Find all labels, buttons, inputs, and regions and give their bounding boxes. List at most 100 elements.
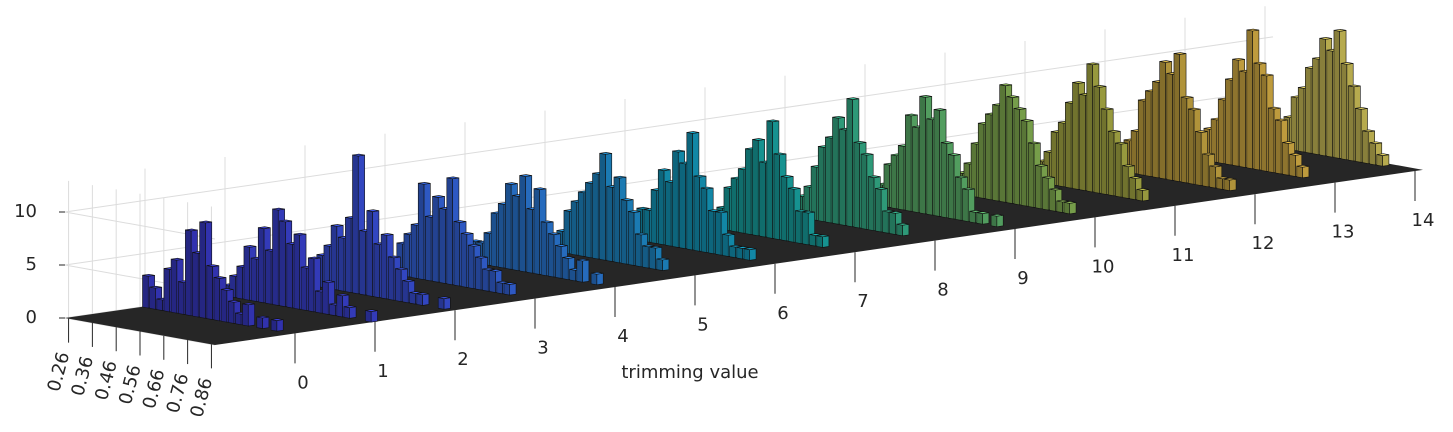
bar-side — [990, 214, 998, 228]
bar — [1376, 153, 1390, 167]
bar — [816, 234, 830, 248]
bar-top — [322, 280, 335, 283]
bar-side — [220, 288, 228, 323]
bar-top — [272, 207, 285, 211]
bar-side — [1362, 130, 1369, 164]
bar-top — [548, 232, 561, 235]
bar-side — [846, 98, 853, 228]
grid-line — [64, 36, 1274, 213]
bar-top — [781, 175, 794, 178]
bar-front — [996, 214, 1004, 228]
bar-side — [743, 248, 750, 261]
bar-side — [882, 210, 889, 234]
bar-top — [366, 209, 379, 212]
bar-top — [729, 244, 742, 248]
bar-side — [1296, 165, 1303, 179]
bar-front — [1142, 189, 1150, 202]
bar-side — [1275, 119, 1282, 175]
bar-side — [505, 183, 512, 270]
bar — [270, 318, 284, 332]
bar-top — [1376, 153, 1389, 156]
bar-top — [519, 174, 532, 177]
bar-side — [649, 246, 656, 270]
bar-side — [1129, 177, 1136, 201]
bar — [656, 257, 670, 271]
x-tick-label: 4 — [617, 326, 628, 347]
bar-top — [941, 141, 954, 144]
bar-side — [490, 212, 498, 268]
bar-top — [1216, 176, 1229, 180]
bar — [256, 315, 270, 329]
bar-top — [388, 255, 401, 259]
bar-top — [715, 210, 728, 214]
bar-front — [276, 319, 284, 332]
bar-top — [743, 247, 757, 250]
bar-side — [365, 310, 372, 323]
bar-side — [1100, 108, 1108, 195]
bar-side — [1152, 81, 1159, 179]
bar-side — [679, 162, 686, 250]
bar-top — [636, 206, 649, 210]
bar-top — [1108, 129, 1121, 133]
bar-side — [759, 161, 766, 238]
bar-side — [177, 281, 185, 315]
bar-side — [199, 221, 206, 319]
bar-side — [410, 223, 418, 279]
bar-side — [620, 199, 628, 265]
bar-side — [265, 249, 272, 305]
bar-side — [482, 268, 489, 292]
bar-top — [438, 296, 451, 299]
bar-side — [286, 243, 293, 309]
bar — [896, 222, 910, 237]
bar-side — [519, 175, 526, 273]
bar-top — [1341, 62, 1354, 65]
bar-top — [1188, 107, 1201, 111]
bar-side — [590, 272, 598, 286]
bar-top — [1289, 153, 1302, 156]
bar-side — [947, 154, 955, 220]
bar-top — [969, 210, 982, 213]
bar-side — [1202, 153, 1209, 188]
bar-side — [1297, 87, 1305, 153]
bar-side — [272, 208, 279, 306]
bar — [1136, 188, 1150, 202]
bar-side — [985, 113, 992, 201]
bar — [590, 271, 604, 286]
bar-side — [686, 132, 693, 251]
z-tick-label: 0 — [26, 307, 37, 328]
bar-side — [962, 188, 969, 222]
bar-side — [1305, 67, 1312, 154]
bar-side — [992, 104, 999, 202]
bar — [242, 302, 255, 327]
bar-top — [1021, 119, 1034, 122]
x-tick-label: 1 — [377, 361, 388, 382]
bar-side — [665, 181, 672, 247]
bar-side — [425, 215, 432, 282]
bar-side — [736, 247, 743, 260]
bar-side — [585, 182, 592, 259]
bar-side — [700, 187, 708, 253]
bar-side — [1056, 200, 1063, 213]
bar-side — [293, 233, 300, 310]
bar-top — [1362, 129, 1375, 133]
bar-side — [402, 280, 409, 304]
bar-front — [582, 259, 590, 283]
bar-front — [247, 303, 255, 327]
bar-top — [1209, 164, 1222, 168]
bar — [1296, 164, 1310, 179]
bar-top — [1275, 118, 1288, 122]
bar-top — [1232, 57, 1245, 61]
bar-side — [1376, 154, 1383, 167]
bar-top — [1173, 52, 1187, 55]
bar-top — [1246, 28, 1259, 32]
bar-top — [562, 256, 575, 259]
bar-side — [496, 281, 503, 295]
bar-top — [365, 309, 378, 312]
bar-side — [1122, 165, 1129, 199]
bar-front — [662, 258, 670, 271]
bar — [1063, 201, 1077, 215]
bar-side — [417, 182, 425, 281]
x-tick-label: 2 — [457, 349, 468, 370]
bar-top — [576, 258, 589, 262]
bar-front — [749, 248, 757, 261]
